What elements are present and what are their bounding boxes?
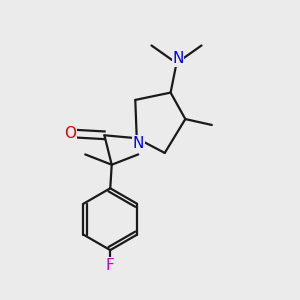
Text: F: F (106, 258, 115, 273)
Text: N: N (133, 136, 144, 151)
Text: N: N (172, 51, 184, 66)
Text: O: O (64, 126, 76, 141)
